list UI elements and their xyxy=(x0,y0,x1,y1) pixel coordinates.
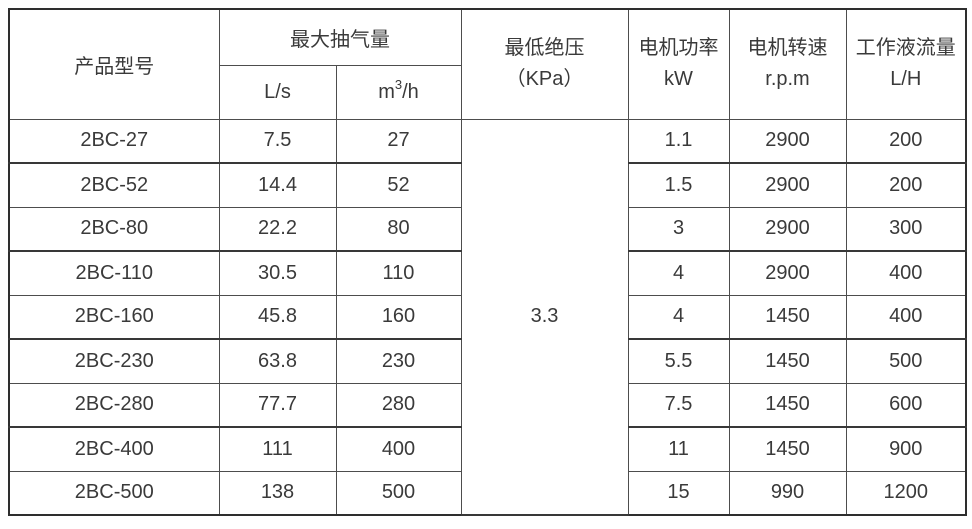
table-row: 2BC-160 45.8 160 4 1450 400 xyxy=(8,294,967,340)
cell-ls: 14.4 xyxy=(218,162,337,208)
cell-ls: 77.7 xyxy=(218,382,337,428)
cell-model: 2BC-52 xyxy=(8,162,220,208)
cell-ls: 7.5 xyxy=(218,118,337,164)
cell-model: 2BC-400 xyxy=(8,426,220,472)
header-row-2: L/s m3/h xyxy=(9,64,966,120)
cell-m3h: 110 xyxy=(335,250,462,296)
table-row: 2BC-280 77.7 280 7.5 1450 600 xyxy=(8,382,967,428)
cell-ls: 45.8 xyxy=(218,294,337,340)
cell-m3h: 400 xyxy=(335,426,462,472)
header-motor-speed: 电机转速 r.p.m xyxy=(728,8,847,120)
cell-model: 2BC-500 xyxy=(8,470,220,516)
table-row: 2BC-27 7.5 27 3.3 1.1 2900 200 xyxy=(8,118,967,516)
unit-m3h-rest: /h xyxy=(402,80,419,103)
table-row: 2BC-230 63.8 230 5.5 1450 500 xyxy=(8,338,967,384)
header-motor-power: 电机功率 kW xyxy=(627,8,730,120)
cell-model: 2BC-27 xyxy=(8,118,220,164)
cell-kw: 1.1 xyxy=(627,118,730,164)
header-unit-ls: L/s xyxy=(218,64,337,120)
cell-lh: 900 xyxy=(845,426,967,472)
cell-lh: 200 xyxy=(845,162,967,208)
header-min-pressure: 最低绝压 （KPa） xyxy=(460,8,629,120)
cell-lh: 300 xyxy=(845,206,967,252)
cell-rpm: 990 xyxy=(728,470,847,516)
table-row: 2BC-80 22.2 80 3 2900 300 xyxy=(8,206,967,252)
header-fluid-flow-line2: L/H xyxy=(890,68,922,91)
cell-model: 2BC-80 xyxy=(8,206,220,252)
header-motor-power-line1: 电机功率 xyxy=(638,37,719,60)
cell-ls: 63.8 xyxy=(218,338,337,384)
cell-rpm: 2900 xyxy=(728,118,847,164)
spec-table: 产品型号 最大抽气量 最低绝压 （KPa） 电机功率 kW 电机转速 r.p.m… xyxy=(8,8,967,516)
cell-rpm: 2900 xyxy=(728,206,847,252)
header-min-pressure-line2: （KPa） xyxy=(505,68,584,91)
cell-rpm: 1450 xyxy=(728,382,847,428)
header-unit-m3h: m3/h xyxy=(335,64,462,120)
cell-rpm: 1450 xyxy=(728,338,847,384)
cell-m3h: 230 xyxy=(335,338,462,384)
cell-m3h: 27 xyxy=(335,118,462,164)
cell-model: 2BC-280 xyxy=(8,382,220,428)
cell-min-pressure: 3.3 xyxy=(460,118,629,516)
cell-lh: 600 xyxy=(845,382,967,428)
cell-lh: 400 xyxy=(845,250,967,296)
cell-kw: 15 xyxy=(627,470,730,516)
cell-ls: 30.5 xyxy=(218,250,337,296)
cell-m3h: 52 xyxy=(335,162,462,208)
header-motor-speed-line1: 电机转速 xyxy=(747,37,828,60)
cell-lh: 200 xyxy=(845,118,967,164)
header-fluid-flow-line1: 工作液流量 xyxy=(855,37,956,60)
cell-m3h: 160 xyxy=(335,294,462,340)
header-product-model: 产品型号 xyxy=(8,8,220,120)
cell-ls: 138 xyxy=(218,470,337,516)
unit-m3h-base: m xyxy=(378,80,395,103)
cell-model: 2BC-110 xyxy=(8,250,220,296)
table-row: 2BC-110 30.5 110 4 2900 400 xyxy=(8,250,967,296)
cell-kw: 11 xyxy=(627,426,730,472)
cell-kw: 3 xyxy=(627,206,730,252)
unit-m3h-sup: 3 xyxy=(394,76,403,92)
header-fluid-flow: 工作液流量 L/H xyxy=(845,8,967,120)
cell-m3h: 280 xyxy=(335,382,462,428)
table-row: 2BC-400 111 400 11 1450 900 xyxy=(8,426,967,472)
cell-model: 2BC-160 xyxy=(8,294,220,340)
cell-kw: 5.5 xyxy=(627,338,730,384)
header-min-pressure-line1: 最低绝压 xyxy=(504,37,585,60)
cell-kw: 4 xyxy=(627,250,730,296)
header-motor-power-line2: kW xyxy=(664,68,693,91)
cell-m3h: 500 xyxy=(335,470,462,516)
header-row-1: 产品型号 最大抽气量 最低绝压 （KPa） 电机功率 kW 电机转速 r.p.m… xyxy=(8,8,967,120)
cell-model: 2BC-230 xyxy=(8,338,220,384)
cell-ls: 111 xyxy=(218,426,337,472)
cell-lh: 1200 xyxy=(845,470,967,516)
cell-lh: 500 xyxy=(845,338,967,384)
cell-m3h: 80 xyxy=(335,206,462,252)
cell-rpm: 2900 xyxy=(728,250,847,296)
header-max-pumping: 最大抽气量 xyxy=(218,8,462,66)
table-row: 2BC-500 138 500 15 990 1200 xyxy=(8,470,967,516)
cell-lh: 400 xyxy=(845,294,967,340)
cell-kw: 4 xyxy=(627,294,730,340)
cell-rpm: 2900 xyxy=(728,162,847,208)
cell-rpm: 1450 xyxy=(728,294,847,340)
cell-kw: 7.5 xyxy=(627,382,730,428)
cell-kw: 1.5 xyxy=(627,162,730,208)
cell-ls: 22.2 xyxy=(218,206,337,252)
cell-rpm: 1450 xyxy=(728,426,847,472)
header-motor-speed-line2: r.p.m xyxy=(765,68,810,91)
